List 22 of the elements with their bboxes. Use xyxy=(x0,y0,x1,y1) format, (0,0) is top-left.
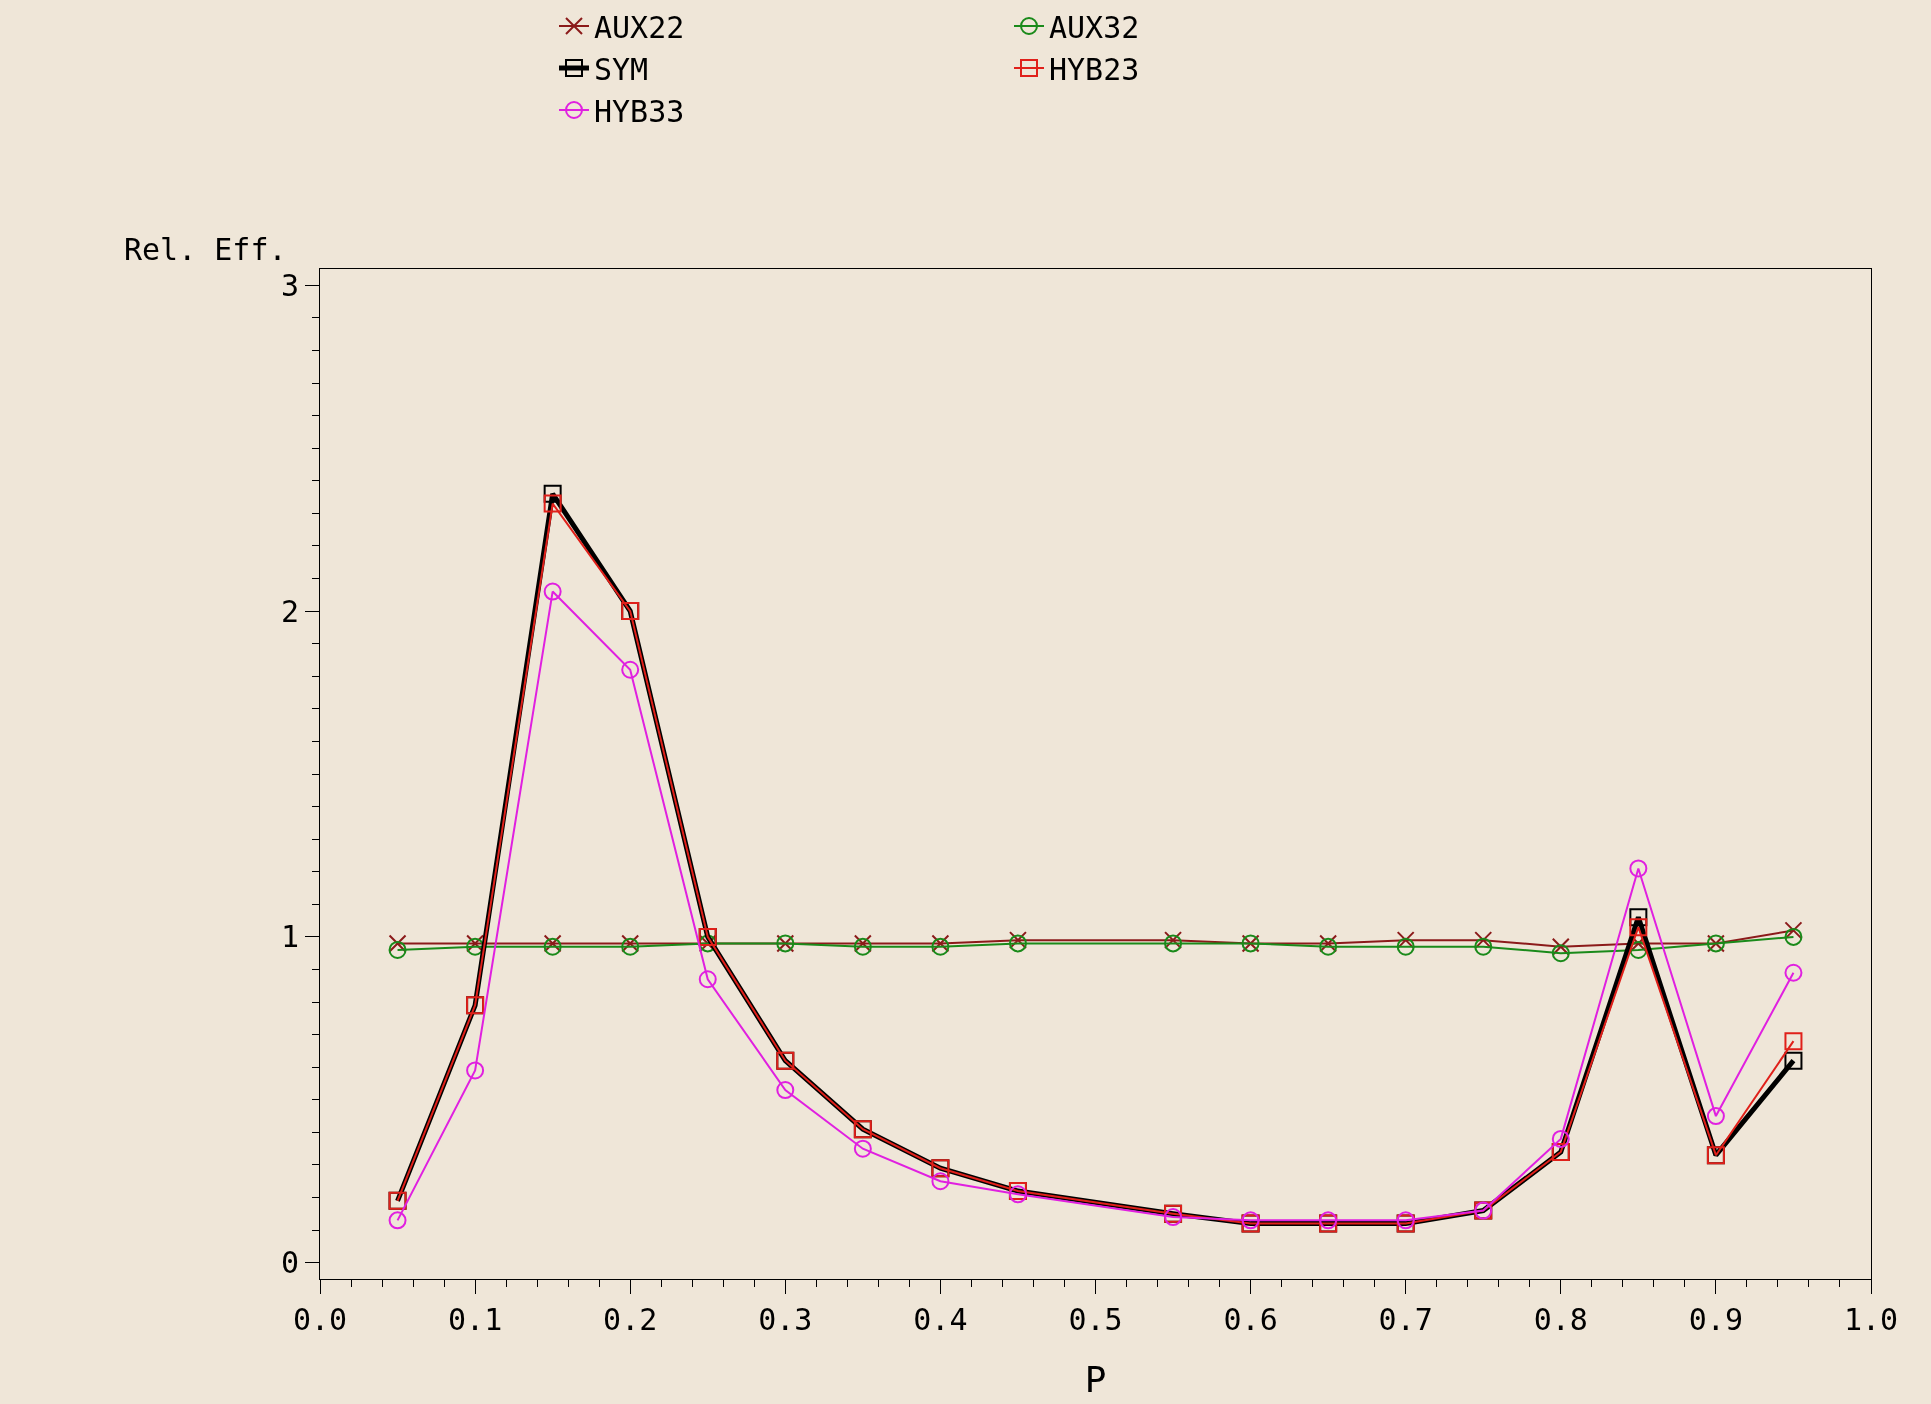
x-tick-label: 0.6 xyxy=(1223,1302,1278,1337)
y-tick-label: 0 xyxy=(280,1245,299,1281)
y-tick-label: 3 xyxy=(280,267,299,303)
x-tick-label: 1.0 xyxy=(1843,1302,1899,1337)
legend-label: HYB33 xyxy=(594,93,685,129)
x-tick-label: 0.9 xyxy=(1688,1302,1743,1337)
y-axis-title: Rel. Eff. xyxy=(124,232,287,267)
x-tick-label: 0.7 xyxy=(1378,1302,1433,1337)
legend-label: AUX22 xyxy=(594,9,685,45)
x-tick-label: 0.1 xyxy=(448,1302,503,1337)
y-tick-label: 2 xyxy=(280,593,299,629)
legend-label: SYM xyxy=(594,51,649,87)
x-axis-title: P xyxy=(1084,1358,1107,1400)
x-tick-label: 0.5 xyxy=(1068,1302,1123,1337)
x-tick-label: 0.2 xyxy=(603,1302,658,1337)
x-tick-label: 0.8 xyxy=(1533,1302,1588,1337)
legend-label: AUX32 xyxy=(1049,9,1140,45)
legend-label: HYB23 xyxy=(1049,51,1140,87)
y-tick-label: 1 xyxy=(280,919,299,955)
x-tick-label: 0.0 xyxy=(292,1302,348,1337)
x-tick-label: 0.4 xyxy=(913,1302,968,1337)
x-tick-label: 0.3 xyxy=(758,1302,813,1337)
